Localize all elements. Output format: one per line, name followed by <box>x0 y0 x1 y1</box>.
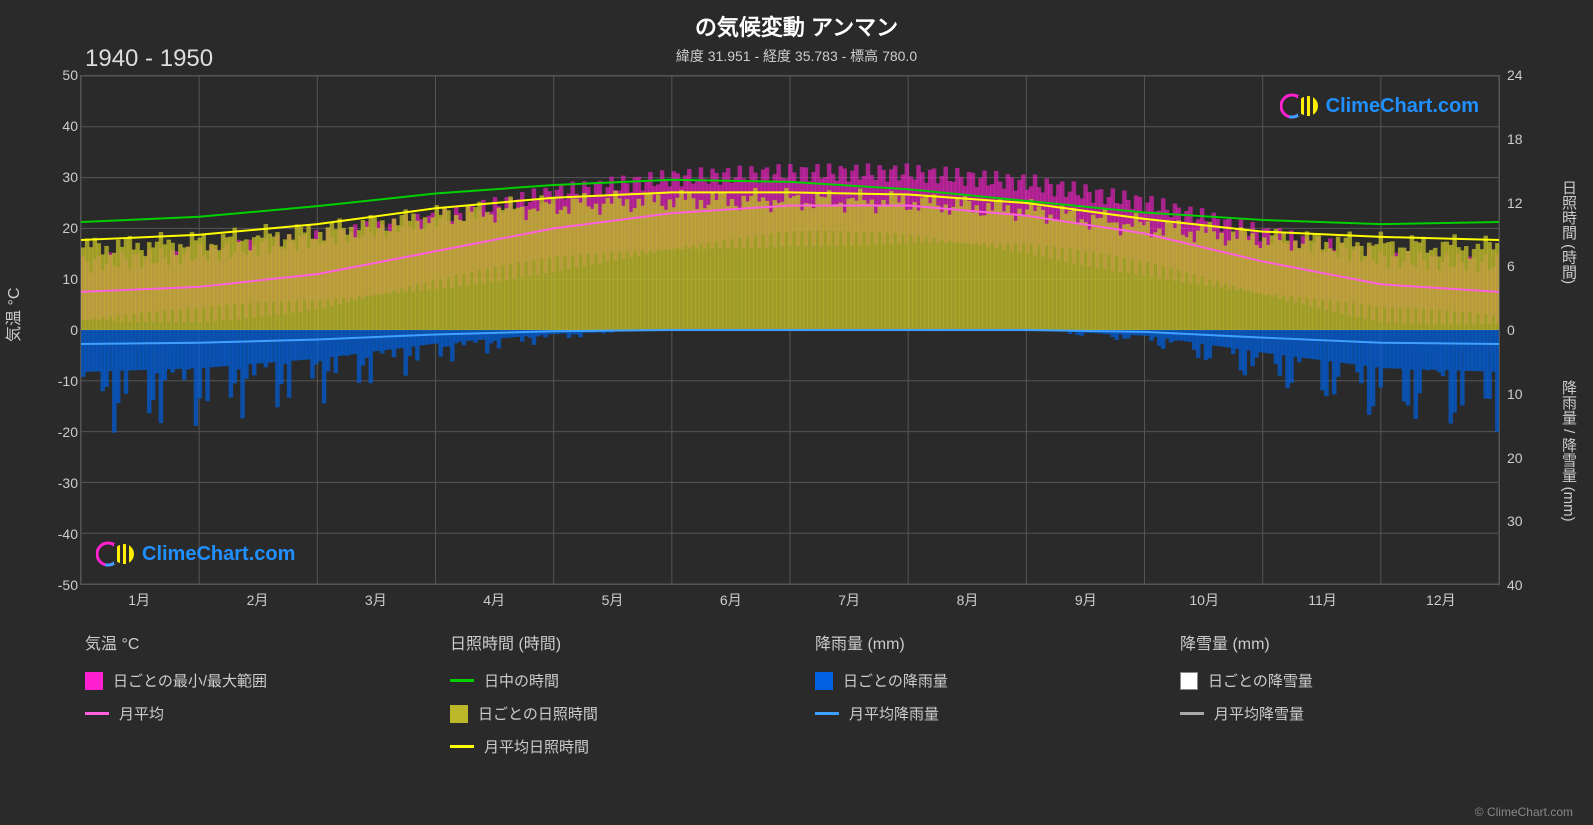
x-tick: 10月 <box>1189 590 1219 610</box>
legend-item: 日中の時間 <box>450 670 775 691</box>
legend-column: 気温 °C 日ごとの最小/最大範囲月平均 <box>85 630 410 757</box>
x-tick: 7月 <box>838 590 860 610</box>
logo-icon <box>1280 91 1320 121</box>
x-tick: 1月 <box>128 590 150 610</box>
legend-item: 月平均日照時間 <box>450 736 775 757</box>
legend-swatch <box>450 745 474 748</box>
x-tick: 8月 <box>957 590 979 610</box>
y-left-tick: 30 <box>40 169 78 185</box>
legend-swatch <box>450 705 468 723</box>
y-axis-right-label-precip: 降雨量 / 降雪量 (mm) <box>1558 380 1579 522</box>
x-tick: 3月 <box>365 590 387 610</box>
legend-label: 月平均 <box>119 703 164 724</box>
watermark-text: ClimeChart.com <box>142 543 295 566</box>
y-left-tick: 40 <box>40 118 78 134</box>
legend-swatch <box>85 672 103 690</box>
x-tick: 5月 <box>602 590 624 610</box>
x-tick: 11月 <box>1308 590 1337 610</box>
legend-header: 気温 °C <box>85 630 410 654</box>
legend-item: 日ごとの日照時間 <box>450 703 775 724</box>
y-right-tick: 20 <box>1507 450 1523 466</box>
y-left-tick: -50 <box>40 577 78 593</box>
year-range: 1940 - 1950 <box>85 45 213 73</box>
legend-label: 月平均降雨量 <box>849 703 939 724</box>
y-left-tick: -20 <box>40 424 78 440</box>
legend-swatch <box>815 672 833 690</box>
y-left-tick: -10 <box>40 373 78 389</box>
legend-label: 日ごとの日照時間 <box>478 703 598 724</box>
legend-label: 月平均日照時間 <box>484 736 589 757</box>
legend-item: 月平均降雨量 <box>815 703 1140 724</box>
legend-swatch <box>85 712 109 715</box>
x-tick: 6月 <box>720 590 742 610</box>
legend-item: 月平均 <box>85 703 410 724</box>
y-left-tick: 0 <box>40 322 78 338</box>
legend-column: 日照時間 (時間) 日中の時間日ごとの日照時間月平均日照時間 <box>450 630 775 757</box>
watermark-bottom: ClimeChart.com <box>96 539 295 569</box>
x-tick: 12月 <box>1426 590 1456 610</box>
legend-column: 降雪量 (mm) 日ごとの降雪量月平均降雪量 <box>1180 630 1505 757</box>
x-tick: 2月 <box>247 590 269 610</box>
y-left-tick: 50 <box>40 67 78 83</box>
y-right-tick: 12 <box>1507 195 1523 211</box>
y-right-tick: 40 <box>1507 577 1523 593</box>
y-right-tick: 24 <box>1507 67 1523 83</box>
legend-label: 日ごとの降雨量 <box>843 670 948 691</box>
legend-swatch <box>1180 672 1198 690</box>
copyright: © ClimeChart.com <box>1475 805 1573 819</box>
legend-item: 日ごとの降雨量 <box>815 670 1140 691</box>
climate-chart: の気候変動 アンマン 緯度 31.951 - 経度 35.783 - 標高 78… <box>0 0 1593 825</box>
y-right-tick: 18 <box>1507 131 1523 147</box>
chart-subtitle: 緯度 31.951 - 経度 35.783 - 標高 780.0 <box>0 42 1593 66</box>
legend: 気温 °C 日ごとの最小/最大範囲月平均 日照時間 (時間) 日中の時間日ごとの日照時… <box>85 630 1505 757</box>
y-right-tick: 10 <box>1507 386 1523 402</box>
watermark-top: ClimeChart.com <box>1280 91 1479 121</box>
legend-item: 日ごとの降雪量 <box>1180 670 1505 691</box>
y-axis-left-label: 気温 °C <box>0 288 24 342</box>
legend-label: 日ごとの降雪量 <box>1208 670 1313 691</box>
y-axis-left: 50403020100-10-20-30-40-50 <box>40 75 78 585</box>
watermark-text: ClimeChart.com <box>1326 95 1479 118</box>
y-left-tick: -30 <box>40 475 78 491</box>
y-right-tick: 6 <box>1507 258 1515 274</box>
y-axis-right-label-sunshine: 日照時間 (時間) <box>1558 180 1579 284</box>
legend-header: 降雪量 (mm) <box>1180 630 1505 654</box>
y-axis-right: 2418126010203040 <box>1507 75 1557 585</box>
legend-label: 月平均降雪量 <box>1214 703 1304 724</box>
y-left-tick: -40 <box>40 526 78 542</box>
chart-title: の気候変動 アンマン <box>0 0 1593 42</box>
plot-svg <box>81 76 1499 584</box>
legend-label: 日ごとの最小/最大範囲 <box>113 670 267 691</box>
legend-header: 日照時間 (時間) <box>450 630 775 654</box>
legend-item: 日ごとの最小/最大範囲 <box>85 670 410 691</box>
legend-header: 降雨量 (mm) <box>815 630 1140 654</box>
y-right-tick: 30 <box>1507 513 1523 529</box>
legend-swatch <box>1180 712 1204 715</box>
y-left-tick: 20 <box>40 220 78 236</box>
legend-item: 月平均降雪量 <box>1180 703 1505 724</box>
x-tick: 4月 <box>483 590 505 610</box>
legend-swatch <box>450 679 474 682</box>
x-tick: 9月 <box>1075 590 1097 610</box>
legend-column: 降雨量 (mm) 日ごとの降雨量月平均降雨量 <box>815 630 1140 757</box>
logo-icon <box>96 539 136 569</box>
y-right-tick: 0 <box>1507 322 1515 338</box>
legend-swatch <box>815 712 839 715</box>
y-left-tick: 10 <box>40 271 78 287</box>
legend-label: 日中の時間 <box>484 670 559 691</box>
plot-area: ClimeChart.com ClimeChart.com <box>80 75 1500 585</box>
